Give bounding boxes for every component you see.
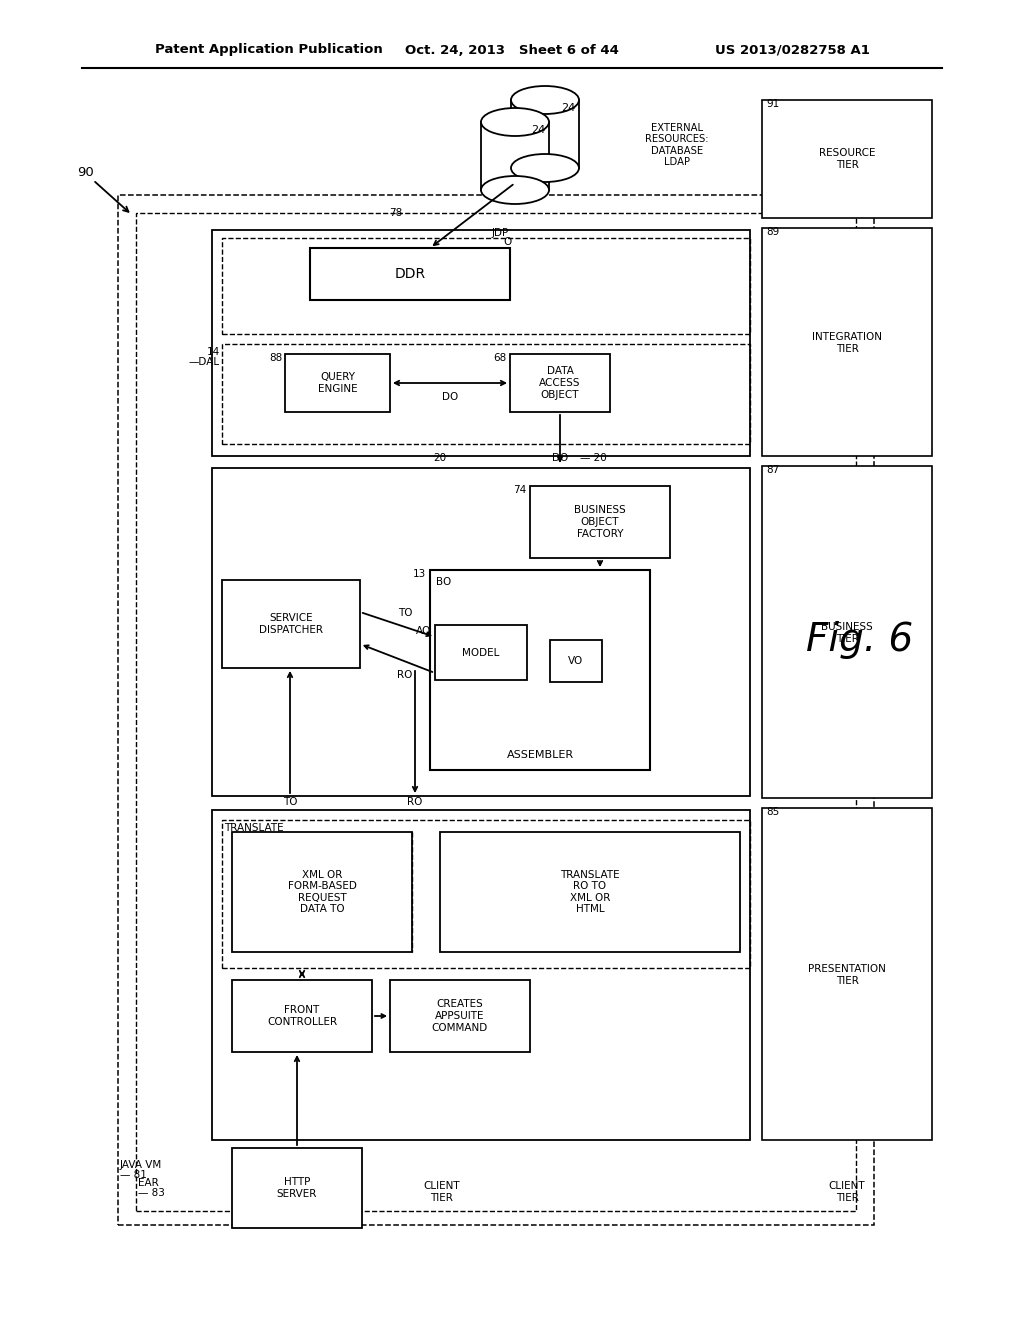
Text: XML OR
FORM-BASED
REQUEST
DATA TO: XML OR FORM-BASED REQUEST DATA TO [288,870,356,915]
Text: 68: 68 [493,352,506,363]
Text: HTTP
SERVER: HTTP SERVER [276,1177,317,1199]
Text: 90: 90 [77,166,93,180]
Text: 13: 13 [413,569,426,579]
Bar [530,486,670,558]
Text: VO: VO [568,656,584,667]
Bar [118,195,874,1225]
Text: DO: DO [442,392,458,403]
Text: 74: 74 [513,484,526,495]
Text: Patent Application Publication: Patent Application Publication [155,44,383,57]
Text: 24: 24 [530,125,545,135]
Text: RO: RO [397,671,413,680]
Text: TRANSLATE: TRANSLATE [224,822,284,833]
Bar [222,238,750,334]
Ellipse shape [481,176,549,205]
Bar [136,213,856,1210]
Bar [232,832,412,952]
Ellipse shape [481,108,549,136]
Bar [222,820,750,968]
Text: AO: AO [416,626,431,636]
Text: — 81: — 81 [120,1170,146,1180]
Text: DATA
ACCESS
OBJECT: DATA ACCESS OBJECT [540,367,581,400]
Text: ASSEMBLER: ASSEMBLER [507,750,573,760]
Text: — 83: — 83 [138,1188,165,1199]
Text: 78: 78 [389,209,402,218]
Bar [762,228,932,455]
Text: 85: 85 [766,807,779,817]
Bar [435,624,527,680]
Ellipse shape [511,86,579,114]
Text: 87: 87 [766,465,779,475]
Text: CLIENT
TIER: CLIENT TIER [828,1181,865,1203]
Bar [222,345,750,444]
Bar [440,832,740,952]
Bar [550,640,602,682]
Text: O: O [504,238,512,247]
Bar [232,979,372,1052]
Text: —DAL: —DAL [188,356,220,367]
Text: TO: TO [283,797,297,807]
Bar [430,570,650,770]
Text: TRANSLATE
RO TO
XML OR
HTML: TRANSLATE RO TO XML OR HTML [560,870,620,915]
Text: JAVA VM: JAVA VM [120,1160,162,1170]
Text: RESOURCE
TIER: RESOURCE TIER [819,148,876,170]
Bar [390,979,530,1052]
Bar [481,121,549,190]
Text: EXTERNAL
RESOURCES:
DATABASE
LDAP: EXTERNAL RESOURCES: DATABASE LDAP [645,123,709,168]
Text: DO: DO [552,453,568,463]
Text: SERVICE
DISPATCHER: SERVICE DISPATCHER [259,614,323,635]
Text: MODEL: MODEL [462,648,500,657]
Text: 91: 91 [766,99,779,110]
Text: RO: RO [408,797,423,807]
Bar [511,100,579,168]
Bar [212,469,750,796]
Text: FRONT
CONTROLLER: FRONT CONTROLLER [267,1006,337,1027]
Bar [222,579,360,668]
Text: TO: TO [397,609,413,618]
Text: US 2013/0282758 A1: US 2013/0282758 A1 [715,44,870,57]
Text: BUSINESS
TIER: BUSINESS TIER [821,622,872,644]
Ellipse shape [511,154,579,182]
Text: BO: BO [436,577,452,587]
Text: EAR: EAR [138,1177,159,1188]
Text: BUSINESS
OBJECT
FACTORY: BUSINESS OBJECT FACTORY [574,506,626,539]
Bar [212,810,750,1140]
Bar [232,1148,362,1228]
Bar [510,354,610,412]
Bar [285,354,390,412]
Text: — 20: — 20 [580,453,607,463]
Bar [212,230,750,455]
Bar [310,248,510,300]
Bar [762,466,932,799]
Text: 14: 14 [207,347,220,356]
Bar [762,100,932,218]
Text: PRESENTATION
TIER: PRESENTATION TIER [808,964,886,986]
Text: 24: 24 [561,103,575,114]
Text: JDP: JDP [492,228,509,238]
Bar [762,808,932,1140]
Text: INTEGRATION
TIER: INTEGRATION TIER [812,333,882,354]
Text: QUERY
ENGINE: QUERY ENGINE [317,372,357,393]
Text: Fig. 6: Fig. 6 [806,620,913,659]
Text: DDR: DDR [394,267,426,281]
Text: CLIENT
TIER: CLIENT TIER [424,1181,461,1203]
Text: 20: 20 [433,453,446,463]
Text: 89: 89 [766,227,779,238]
Text: Oct. 24, 2013   Sheet 6 of 44: Oct. 24, 2013 Sheet 6 of 44 [406,44,618,57]
Text: CREATES
APPSUITE
COMMAND: CREATES APPSUITE COMMAND [432,999,488,1032]
Text: 88: 88 [269,352,283,363]
